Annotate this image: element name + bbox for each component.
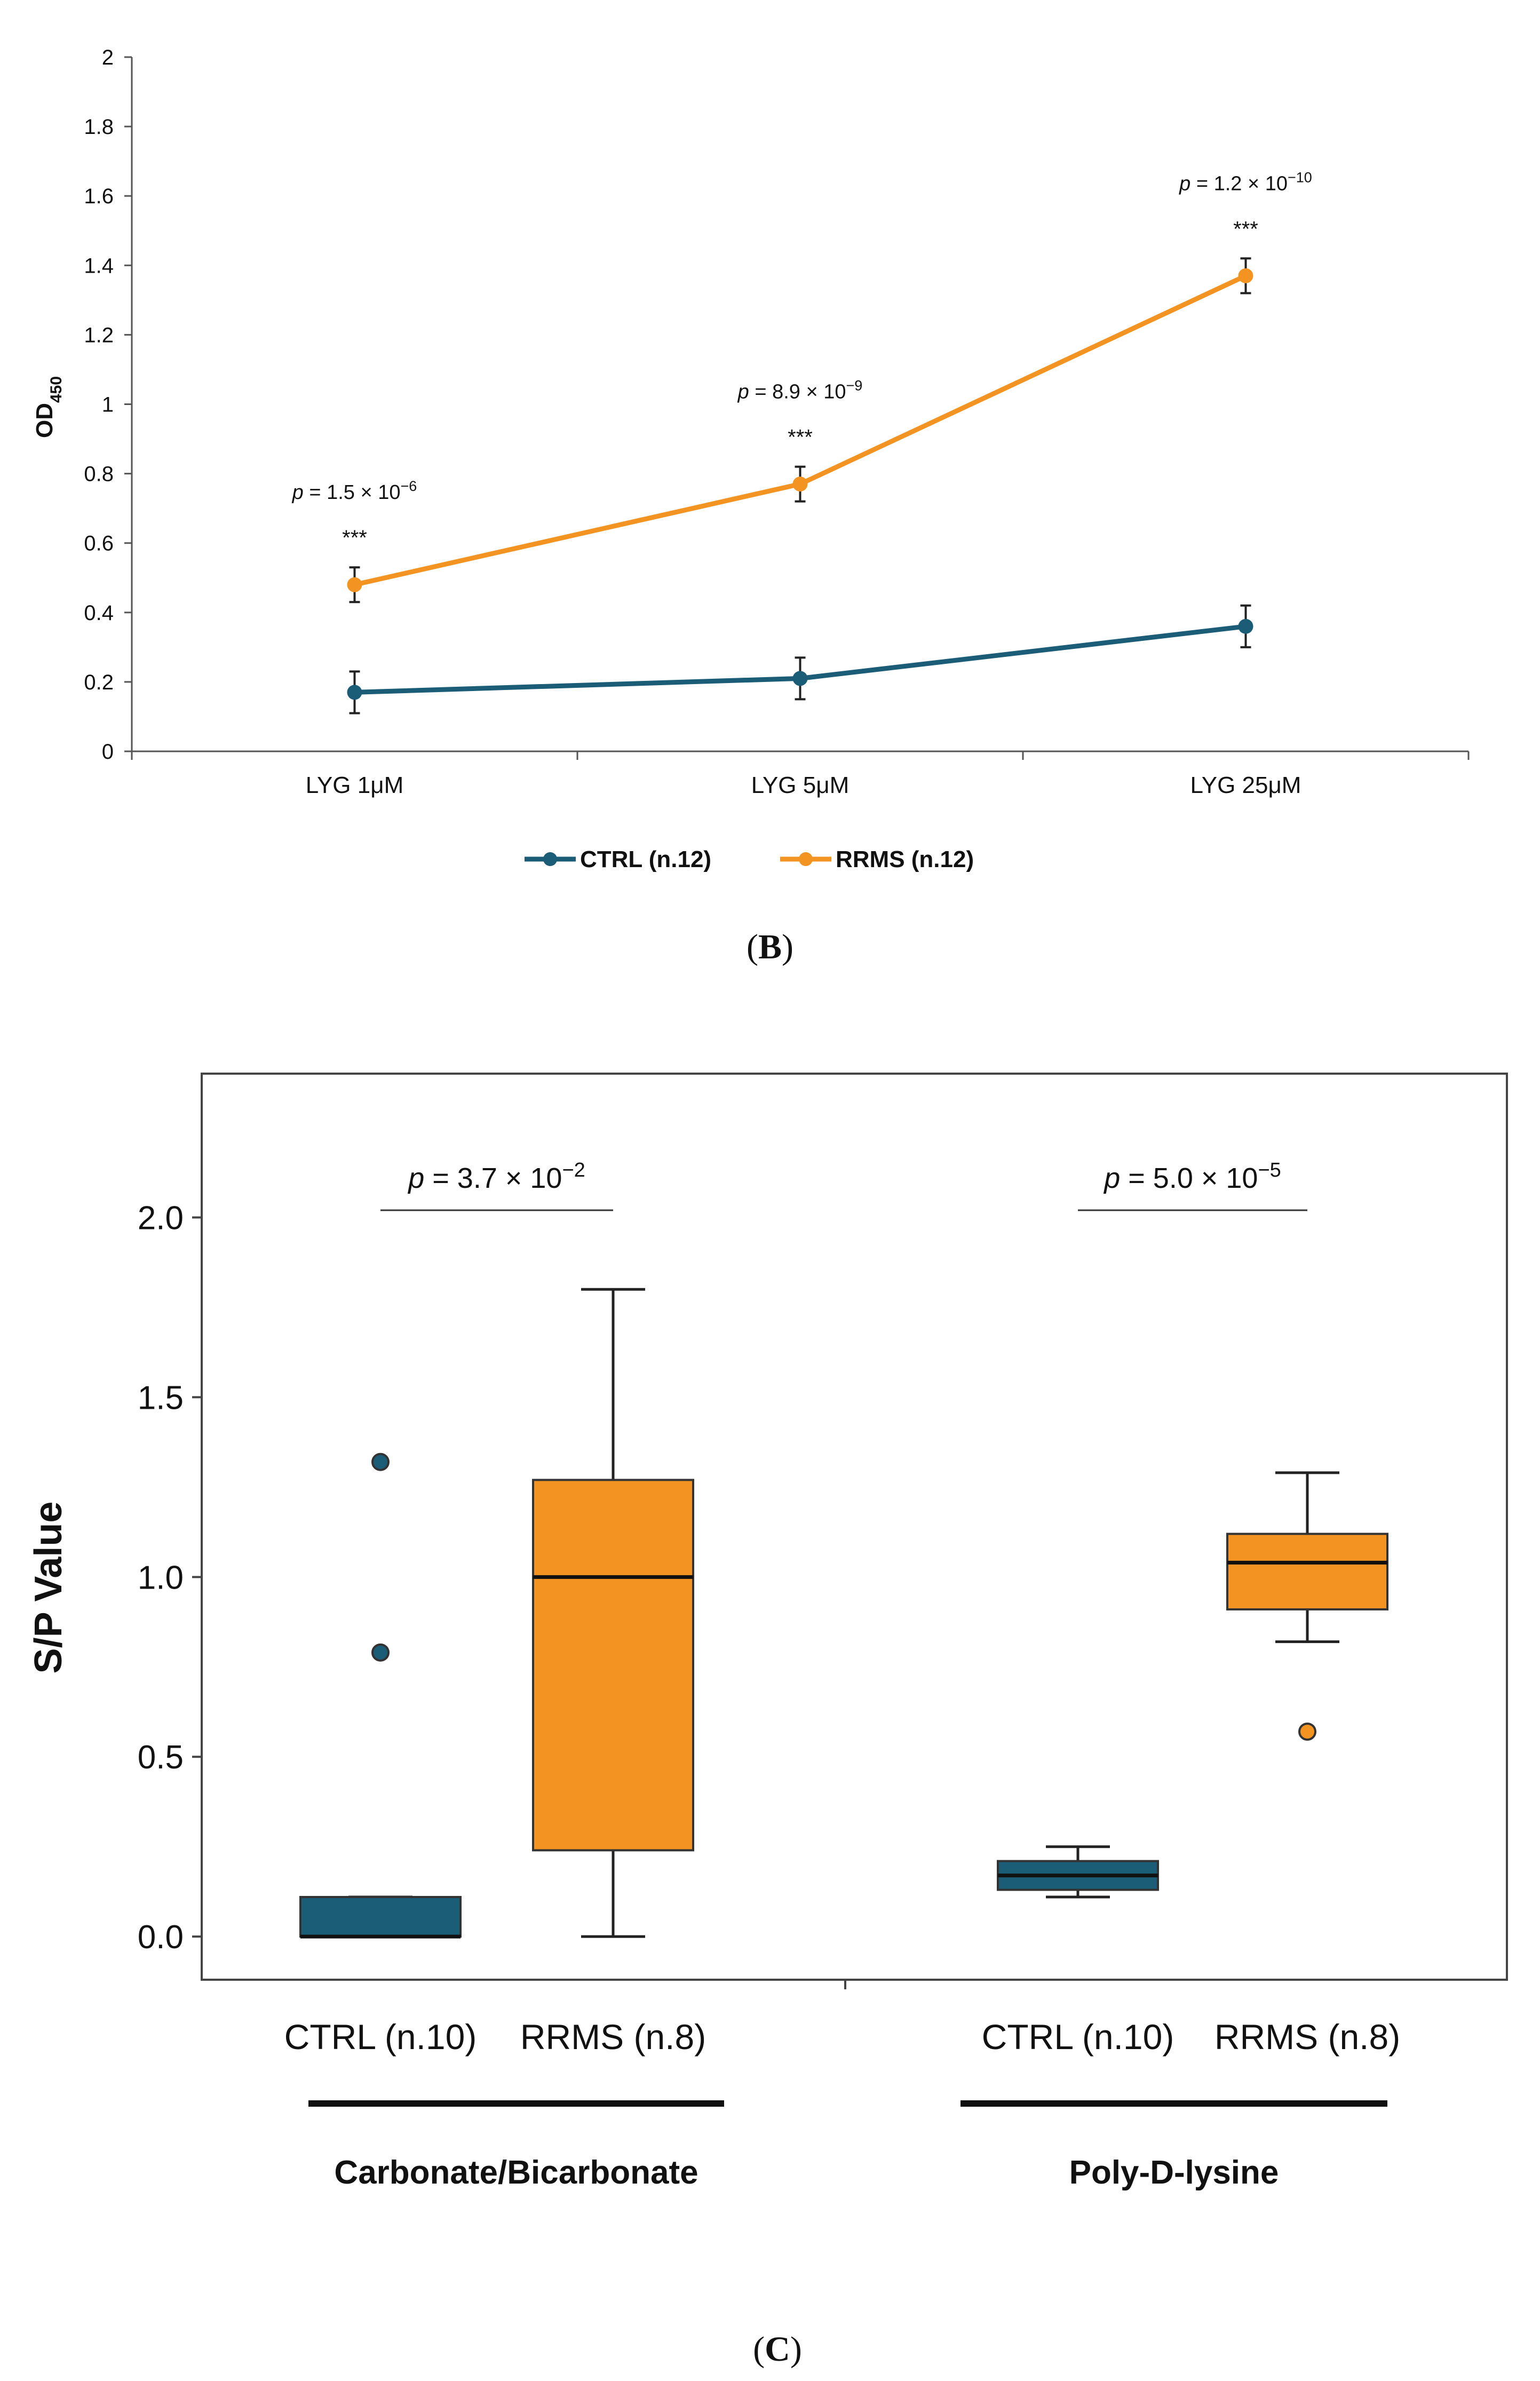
comparison-p-value-p-value: = 5.0 × 10 (1120, 1162, 1258, 1194)
outlier-point (371, 1453, 390, 1471)
box-plot-groups: Carbonate/Bicarbonate Poly-D-lysine (308, 2100, 1387, 2191)
line-chart-series (347, 257, 1253, 715)
group-label: Carbonate/Bicarbonate (334, 2154, 698, 2191)
y-tick-label: 0.8 (84, 463, 114, 486)
significance-stars: *** (788, 426, 813, 449)
y-label-main: OD (31, 403, 58, 438)
p-value-annotation-p-exponent: −9 (846, 378, 863, 394)
p-value-annotation-p-label: p (1179, 172, 1190, 195)
data-point-ctrl (792, 671, 808, 686)
y-tick-label: 1.6 (84, 185, 114, 208)
line-chart-axes: 0 0.2 0.4 0.6 0.8 1 1.2 1.4 1.6 1.8 2 LYG 1μM LYG 5μ… (84, 46, 1470, 798)
y-tick-label: 2.0 (138, 1200, 184, 1237)
line-chart-panel: 0 0.2 0.4 0.6 0.8 1 1.2 1.4 1.6 1.8 2 LYG 1μM LYG 5μ… (31, 46, 1470, 966)
y-tick-label: 1 (102, 393, 114, 417)
box-plot-panel: 0.0 0.5 1.0 1.5 2.0 S/P Value CTRL (n.10) RRM… (27, 1073, 1508, 2369)
group-label: Poly-D-lysine (1069, 2154, 1279, 2191)
x-tick-label: LYG 5μM (751, 772, 849, 798)
p-value-annotation-p-exponent: −6 (401, 478, 417, 494)
p-value-annotation-p-value: = 8.9 × 10 (749, 381, 846, 403)
y-tick-label: 0 (102, 740, 114, 764)
y-tick-label: 1.0 (138, 1559, 184, 1596)
comparison-p-value-p-label: p (407, 1162, 424, 1194)
y-tick-label: 0.4 (84, 601, 114, 625)
box-plot-axes: 0.0 0.5 1.0 1.5 2.0 (138, 1200, 846, 1989)
p-value-annotation: p = 8.9 × 10−9 (737, 378, 863, 403)
y-tick-label: 1.8 (84, 115, 114, 139)
p-value-annotation-p-value: = 1.2 × 10 (1190, 172, 1288, 195)
x-tick-label: LYG 1μM (306, 772, 403, 798)
comparison-p-value: p = 5.0 × 10−5 (1103, 1159, 1281, 1194)
comparison-p-value-p-exponent: −5 (1258, 1159, 1281, 1181)
box-plot-y-axis-label: S/P Value (27, 1502, 70, 1674)
comparison-p-value-p-exponent: −2 (562, 1159, 585, 1181)
x-tick-label: CTRL (n.10) (284, 2017, 477, 2057)
p-value-annotation-p-exponent: −10 (1288, 169, 1312, 185)
significance-stars: *** (1233, 217, 1258, 241)
box-plot-comparisons: p = 3.7 × 10−2 p = 5.0 × 10−5 (380, 1159, 1307, 1211)
x-tick-label: RRMS (n.8) (520, 2017, 706, 2057)
y-tick-label: 0.6 (84, 532, 114, 555)
outlier-point (371, 1643, 390, 1662)
x-tick-label: RRMS (n.8) (1214, 2017, 1400, 2057)
outlier-point (1298, 1723, 1316, 1741)
data-point-ctrl (1238, 618, 1253, 634)
data-point-ctrl (347, 685, 362, 700)
legend-swatch-marker (543, 852, 557, 866)
line-chart-y-axis-label: OD450 (31, 376, 65, 438)
box-plot-frame (201, 1073, 1508, 1981)
x-tick-label: CTRL (n.10) (982, 2017, 1174, 2057)
panel-c-close: ) (790, 2330, 802, 2369)
x-tick-label: LYG 25μM (1190, 772, 1301, 798)
legend-label: CTRL (n.12) (580, 846, 711, 872)
y-tick-label: 2 (102, 46, 114, 69)
panel-label-b: (B) (747, 927, 793, 966)
y-tick-label: 0.0 (138, 1919, 184, 1956)
panel-b-open: ( (747, 927, 758, 966)
y-tick-label: 1.2 (84, 323, 114, 347)
p-value-annotation-p-value: = 1.5 × 10 (304, 481, 401, 504)
line-chart-legend: CTRL (n.12) RRMS (n.12) (525, 846, 974, 872)
box-plot-boxes: CTRL (n.10) RRMS (n.8) CTRL (n.10) RRMS (n.… (284, 1288, 1400, 2057)
box-rrms (532, 1479, 694, 1852)
legend-label: RRMS (n.12) (836, 846, 974, 872)
y-tick-label: 0.2 (84, 671, 114, 694)
y-label-sub: 450 (47, 376, 65, 403)
panel-b-close: ) (782, 927, 793, 966)
box-rrms (1226, 1533, 1388, 1610)
p-value-annotation: p = 1.5 × 10−6 (292, 478, 417, 504)
y-tick-label: 0.5 (138, 1739, 184, 1776)
data-point-rrms (1238, 268, 1253, 283)
significance-stars: *** (342, 526, 367, 550)
line-chart-annotations: *** p = 1.5 × 10−6 *** p = 8.9 × 10−9 *** p =… (292, 169, 1312, 550)
data-point-rrms (792, 477, 808, 492)
comparison-p-value: p = 3.7 × 10−2 (407, 1159, 585, 1194)
panel-c-letter: C (765, 2330, 790, 2369)
comparison-p-value-p-label: p (1103, 1162, 1120, 1194)
p-value-annotation-p-label: p (737, 381, 749, 403)
y-tick-label: 1.4 (84, 254, 114, 277)
panel-c-open: ( (753, 2330, 765, 2369)
panel-label-c: (C) (753, 2330, 802, 2369)
p-value-annotation-p-label: p (292, 481, 304, 504)
panel-b-letter: B (758, 927, 782, 966)
comparison-p-value-p-value: = 3.7 × 10 (424, 1162, 562, 1194)
data-point-rrms (347, 577, 362, 592)
legend-swatch-marker (799, 852, 813, 866)
y-tick-label: 1.5 (138, 1379, 184, 1416)
box-ctrl (299, 1896, 462, 1938)
p-value-annotation: p = 1.2 × 10−10 (1179, 169, 1312, 195)
